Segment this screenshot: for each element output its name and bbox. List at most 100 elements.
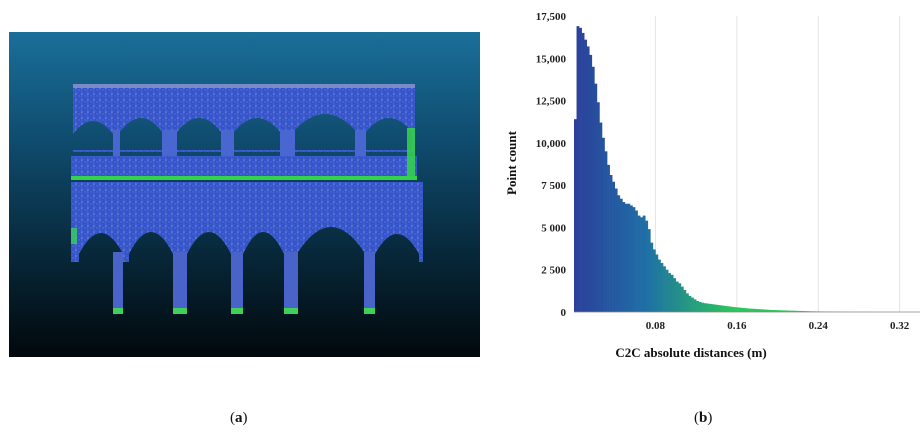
histogram-bar — [640, 217, 643, 312]
histogram-bar — [802, 311, 806, 312]
caption-b: (b) — [694, 410, 713, 426]
histogram-bar — [617, 195, 621, 312]
histogram-bar — [635, 210, 638, 312]
x-axis-title: C2C absolute distances (m) — [615, 345, 766, 360]
histogram-bar — [762, 309, 766, 312]
histogram-bar — [713, 304, 717, 312]
x-tick-label: 0.08 — [646, 320, 666, 332]
x-tick-labels: 0.08 0.16 0.24 0.32 — [646, 320, 910, 332]
histogram-bar — [716, 304, 720, 312]
histogram-bar — [612, 181, 616, 312]
histogram-bar — [688, 295, 692, 312]
histogram-bar — [685, 293, 689, 312]
histogram-bar — [805, 311, 809, 312]
histogram-bar — [787, 310, 791, 312]
histogram-bar — [734, 307, 738, 312]
histogram-bar — [741, 307, 745, 312]
histogram-bar — [693, 299, 697, 312]
y-tick-label: 0 — [561, 307, 567, 319]
histogram-bar — [721, 305, 725, 312]
point-cloud-viewport[interactable]: 8 — [9, 32, 480, 357]
histogram-bar — [790, 310, 794, 312]
histogram-bar — [767, 309, 771, 312]
y-tick-label: 12,500 — [536, 96, 567, 108]
histogram-bar — [736, 307, 740, 312]
histogram-bar — [782, 310, 786, 312]
histogram-bar — [683, 290, 687, 312]
histogram-bar — [650, 242, 654, 312]
histogram-bar — [668, 273, 671, 312]
y-tick-label: 15,000 — [536, 53, 567, 65]
histogram-bar — [657, 259, 661, 312]
histogram-bar — [642, 215, 646, 312]
histogram-bar — [584, 39, 588, 313]
histogram-bar — [795, 310, 799, 312]
histogram-bar — [586, 46, 590, 313]
histogram-bar — [769, 309, 773, 312]
histogram-bar — [604, 151, 608, 312]
y-tick-label: 7 500 — [541, 180, 566, 192]
histogram-bar — [759, 309, 763, 312]
histogram-bar — [691, 297, 694, 312]
histogram-bar — [601, 137, 605, 312]
histogram-bar — [673, 278, 677, 312]
histogram-bar — [752, 308, 755, 312]
histogram-bar — [675, 281, 679, 312]
histogram-bar — [719, 305, 722, 312]
histogram-bar — [706, 303, 710, 312]
histogram-bar — [627, 203, 631, 312]
caption-a: (a) — [230, 410, 248, 426]
arcade-point-cloud — [71, 84, 423, 314]
histogram-bars — [574, 26, 921, 313]
y-axis-title: Point count — [504, 130, 519, 195]
y-tick-label: 10,000 — [536, 138, 567, 150]
histogram-bar — [576, 26, 580, 313]
histogram-bar — [624, 203, 628, 312]
histogram-bar — [629, 205, 633, 312]
histogram-bar — [698, 301, 702, 312]
histogram-bar — [785, 310, 789, 312]
histogram-bar — [581, 32, 585, 313]
histogram-bar — [731, 306, 735, 312]
histogram-bar — [726, 306, 730, 312]
histogram-bar — [637, 215, 641, 312]
histogram-bar — [614, 188, 618, 312]
y-tick-labels: 0 2 500 5 000 7 500 10,000 12,500 15,000 17,500 — [536, 11, 567, 319]
histogram-bar — [747, 308, 750, 312]
histogram-bar — [754, 308, 758, 312]
histogram-bar — [609, 174, 613, 312]
histogram-bar — [772, 310, 776, 312]
histogram-bar — [757, 309, 761, 312]
histogram-bar — [670, 274, 674, 312]
histogram-bar — [655, 254, 659, 312]
x-tick-label: 0.32 — [890, 320, 910, 332]
y-tick-label: 17,500 — [536, 11, 567, 23]
x-tick-label: 0.16 — [727, 320, 747, 332]
histogram-bar — [739, 307, 743, 312]
histogram-bar — [574, 119, 577, 312]
histogram-bar — [729, 306, 733, 312]
chart-grid — [654, 16, 901, 312]
histogram-bar — [591, 66, 595, 312]
histogram-bar — [678, 283, 682, 312]
histogram-bar — [696, 301, 699, 312]
histogram-bar — [744, 308, 748, 312]
histogram-bar — [764, 309, 768, 312]
histogram-bar — [579, 27, 582, 313]
x-tick-label: 0.24 — [809, 320, 829, 332]
histogram-bar — [647, 229, 651, 312]
histogram-bar — [792, 310, 796, 312]
histogram-chart: 0 2 500 5 000 7 500 10,000 12,500 15,000 17,500… — [504, 11, 921, 360]
histogram-bar — [596, 102, 600, 313]
histogram-bar — [599, 122, 603, 312]
histogram-bar — [774, 310, 778, 312]
histogram-bar — [708, 303, 712, 312]
histogram-bar — [632, 207, 636, 312]
histogram-bar — [652, 249, 656, 312]
y-tick-label: 2 500 — [541, 265, 566, 277]
histogram-bar — [780, 310, 783, 312]
histogram-bar — [660, 262, 664, 312]
histogram-bar — [724, 305, 727, 312]
histogram-bar — [749, 308, 753, 312]
histogram-bar — [701, 302, 705, 312]
